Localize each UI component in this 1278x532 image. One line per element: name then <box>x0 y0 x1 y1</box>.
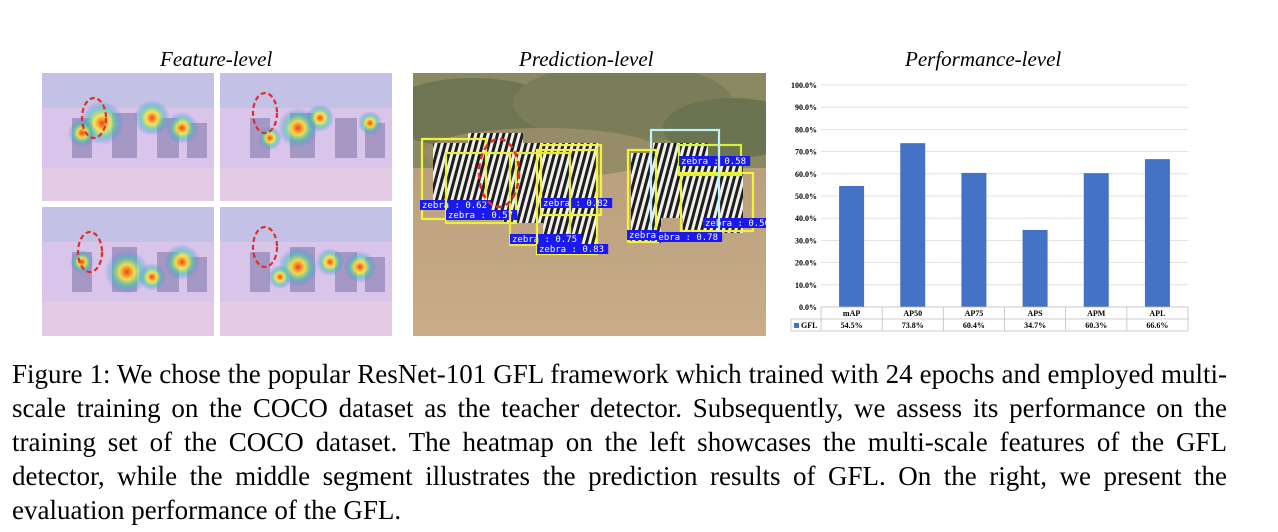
detection-label-bg <box>446 210 518 220</box>
category-label: mAP <box>843 309 860 318</box>
y-tick-label: 40.0% <box>795 214 817 223</box>
figure-caption: Figure 1: We chose the popular ResNet-10… <box>12 359 1227 525</box>
value-label: 73.8% <box>902 321 924 330</box>
highlight-circle <box>80 96 108 140</box>
detection-label-bg <box>510 234 582 244</box>
highlight-circle <box>477 137 521 209</box>
bar-AP50 <box>900 143 926 307</box>
y-gridlines <box>821 84 1188 308</box>
legend-swatch <box>794 323 799 328</box>
detection-label: zebra : 0.78 <box>653 233 718 243</box>
detection-label-bg <box>537 244 609 254</box>
detection-label: zebra : 0.83 <box>539 245 604 255</box>
bar-AP75 <box>961 172 987 307</box>
value-label: 54.5% <box>841 321 863 330</box>
value-label: 34.7% <box>1024 321 1046 330</box>
feature-heatmap-2 <box>220 73 392 201</box>
y-tick-label: 50.0% <box>795 192 817 201</box>
y-tick-label: 100.0% <box>791 81 817 90</box>
detection-box <box>679 171 755 233</box>
highlight-circle <box>251 225 279 269</box>
detection-box <box>626 148 658 244</box>
value-label: 60.4% <box>963 321 985 330</box>
detection-label-bg <box>541 198 613 208</box>
data-table <box>790 306 1189 332</box>
legend-series-name: GFL <box>801 321 817 330</box>
y-tick-label: 80.0% <box>795 125 817 134</box>
feature-heatmap-1 <box>42 73 214 201</box>
y-tick-label: 90.0% <box>795 103 817 112</box>
y-tick-label: 70.0% <box>795 148 817 157</box>
category-label: AP50 <box>903 309 922 318</box>
detection-label-bg <box>627 230 659 240</box>
detection-label-bg <box>420 200 492 210</box>
detection-label: zebra <box>629 231 656 241</box>
performance-level-title: Performance-level <box>905 47 1062 71</box>
detection-label-bg <box>679 156 751 166</box>
y-tick-label: 0.0% <box>799 303 817 312</box>
category-label: APS <box>1028 309 1044 318</box>
y-tick-label: 10.0% <box>795 281 817 290</box>
y-tick-label: 60.0% <box>795 170 817 179</box>
detection-label-bg <box>651 232 723 242</box>
detection-label: zebra : 0.82 <box>543 199 608 209</box>
bar-mAP <box>839 186 865 307</box>
bar-APS <box>1022 229 1048 307</box>
prediction-image: zebra : 0.62 zebra : 0.57 zebra : 0.82 zebr… <box>413 73 766 336</box>
value-label: 66.6% <box>1146 321 1168 330</box>
detection-label: zebra : 0.57 <box>448 211 513 221</box>
bar-APM <box>1083 173 1109 307</box>
feature-level-title: Feature-level <box>160 47 273 71</box>
performance-chart: 0.0% 10.0% 20.0% 30.0% 40.0% 50.0% 60.0% 70.0% 8… <box>773 73 1193 338</box>
detection-label: zebra : 0.62 <box>422 201 487 211</box>
feature-heatmap-4 <box>220 207 392 336</box>
y-tick-label: 30.0% <box>795 236 817 245</box>
category-label: APM <box>1087 309 1106 318</box>
prediction-level-title: Prediction-level <box>519 47 654 71</box>
detection-label: zebra : 0.58 <box>681 157 746 167</box>
value-label: 60.3% <box>1085 321 1107 330</box>
category-label: APL <box>1149 309 1165 318</box>
feature-heatmap-3 <box>42 207 214 336</box>
highlight-circle <box>251 91 279 135</box>
y-tick-label: 20.0% <box>795 259 817 268</box>
highlight-circle <box>76 230 104 274</box>
detection-label-bg <box>703 218 766 228</box>
detection-label: zebra : 0.50 <box>705 219 766 229</box>
detection-label: zebra : 0.75 <box>512 235 577 245</box>
bar-APL <box>1144 159 1170 307</box>
category-label: AP75 <box>965 309 984 318</box>
